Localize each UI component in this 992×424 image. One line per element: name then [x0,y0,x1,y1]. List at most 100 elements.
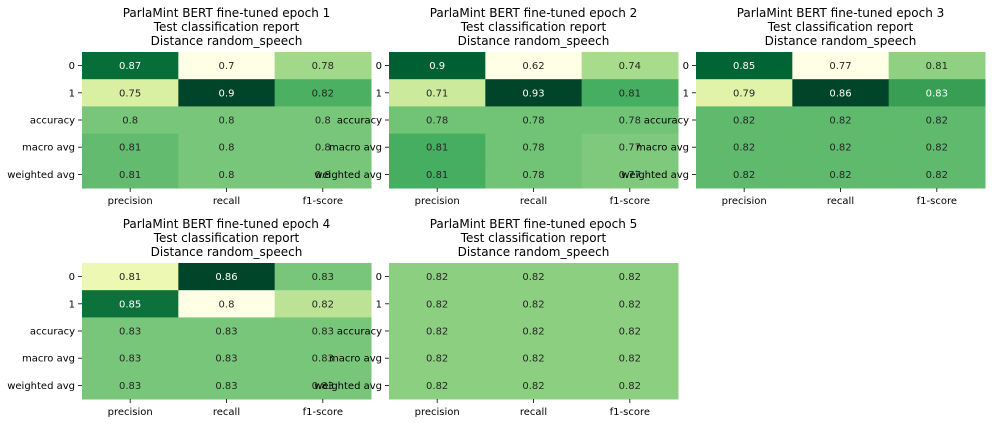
heatmap-cell [178,344,276,373]
y-tick-label: accuracy [30,116,75,127]
heatmap-cell [581,371,679,400]
cell-value-label: 0.77 [619,170,641,181]
y-tick-label: weighted avg [7,381,75,392]
x-tick-label: precision [108,196,153,207]
heatmap-cell [581,79,679,107]
y-tick-label: 0 [376,272,382,283]
heatmap-cell [485,106,583,135]
cell-value-label: 0.82 [926,170,948,181]
cell-value-label: 0.82 [522,327,544,338]
heatmap-cell [888,160,986,189]
x-tick-label: precision [415,196,460,207]
cell-value-label: 0.82 [426,299,448,310]
heatmap-cell [888,79,986,107]
heatmap-cell [389,106,486,135]
cell-value-label: 0.71 [426,88,448,99]
heatmap-cell [274,317,372,346]
heatmap-cell [178,52,276,80]
y-tick-label: 1 [376,299,382,310]
heatmap-cell [178,317,276,346]
y-tick-label: weighted avg [314,170,382,181]
heatmap-cell [82,371,179,400]
cell-value-label: 0.75 [119,88,141,99]
x-tick-label: f1-score [610,196,650,207]
panel-title-line: Distance random_speech [151,245,303,259]
cell-value-label: 0.62 [522,61,544,72]
panel-title-line: Test classification report [767,20,914,34]
cell-value-label: 0.81 [426,170,448,181]
heatmap-cell [485,52,583,80]
heatmap-cell [485,160,583,189]
heatmap-cell [696,133,793,162]
y-tick-label: 0 [683,61,689,72]
heatmap-cell [82,133,179,162]
heatmap-cell [82,263,179,291]
heatmap-cell [389,263,486,291]
cell-value-label: 0.82 [312,88,334,99]
cell-value-label: 0.78 [426,116,448,127]
y-tick-label: macro avg [636,143,689,154]
heatmap-cell [274,52,372,80]
cell-value-label: 0.83 [926,88,948,99]
cell-value-label: 0.93 [522,88,544,99]
heatmap-cell [581,160,679,189]
cell-value-label: 0.82 [426,354,448,365]
y-tick-label: 0 [376,61,382,72]
heatmap-cell [389,290,486,318]
cell-value-label: 0.82 [829,170,851,181]
x-tick-label: recall [520,196,547,207]
heatmap-cell [274,290,372,318]
x-tick-label: recall [213,407,240,418]
cell-value-label: 0.86 [215,272,237,283]
cell-value-label: 0.77 [829,61,851,72]
heatmap-cell [888,106,986,135]
heatmap-cell [389,79,486,107]
cell-value-label: 0.9 [429,61,445,72]
cell-value-label: 0.82 [426,272,448,283]
x-tick-label: precision [108,407,153,418]
panel-title-line: ParlaMint BERT fine-tuned epoch 4 [123,217,331,231]
cell-value-label: 0.82 [733,143,755,154]
cell-value-label: 0.81 [426,143,448,154]
cell-value-label: 0.82 [522,272,544,283]
panel-title-line: Test classification report [460,20,607,34]
cell-value-label: 0.78 [522,116,544,127]
heatmap-cell [485,317,583,346]
x-tick-label: recall [520,407,547,418]
cell-value-label: 0.82 [522,381,544,392]
panel-title-line: Test classification report [153,231,300,245]
cell-value-label: 0.85 [733,61,755,72]
cell-value-label: 0.8 [315,116,331,127]
heatmap-cell [274,160,372,189]
cell-value-label: 0.82 [829,116,851,127]
heatmap-cell [792,79,890,107]
cell-value-label: 0.83 [312,272,334,283]
heatmap-cell [274,263,372,291]
y-tick-label: 1 [69,299,75,310]
cell-value-label: 0.82 [733,116,755,127]
cell-value-label: 0.83 [312,354,334,365]
cell-value-label: 0.8 [219,143,235,154]
y-tick-label: 0 [69,61,75,72]
heatmap-cell [389,133,486,162]
y-tick-label: 0 [69,272,75,283]
heatmap-cell [178,79,276,107]
cell-value-label: 0.74 [619,61,641,72]
y-tick-label: accuracy [30,327,75,338]
cell-value-label: 0.82 [619,381,641,392]
heatmap-cell [274,106,372,135]
heatmap-cell [82,106,179,135]
cell-value-label: 0.82 [619,299,641,310]
heatmap-cell [178,263,276,291]
heatmap-cell [389,344,486,373]
cell-value-label: 0.82 [829,143,851,154]
heatmap-cell [82,79,179,107]
heatmap-cell [792,106,890,135]
heatmap-cell [792,52,890,80]
x-tick-label: recall [827,196,854,207]
x-tick-label: f1-score [917,196,957,207]
cell-value-label: 0.78 [619,116,641,127]
